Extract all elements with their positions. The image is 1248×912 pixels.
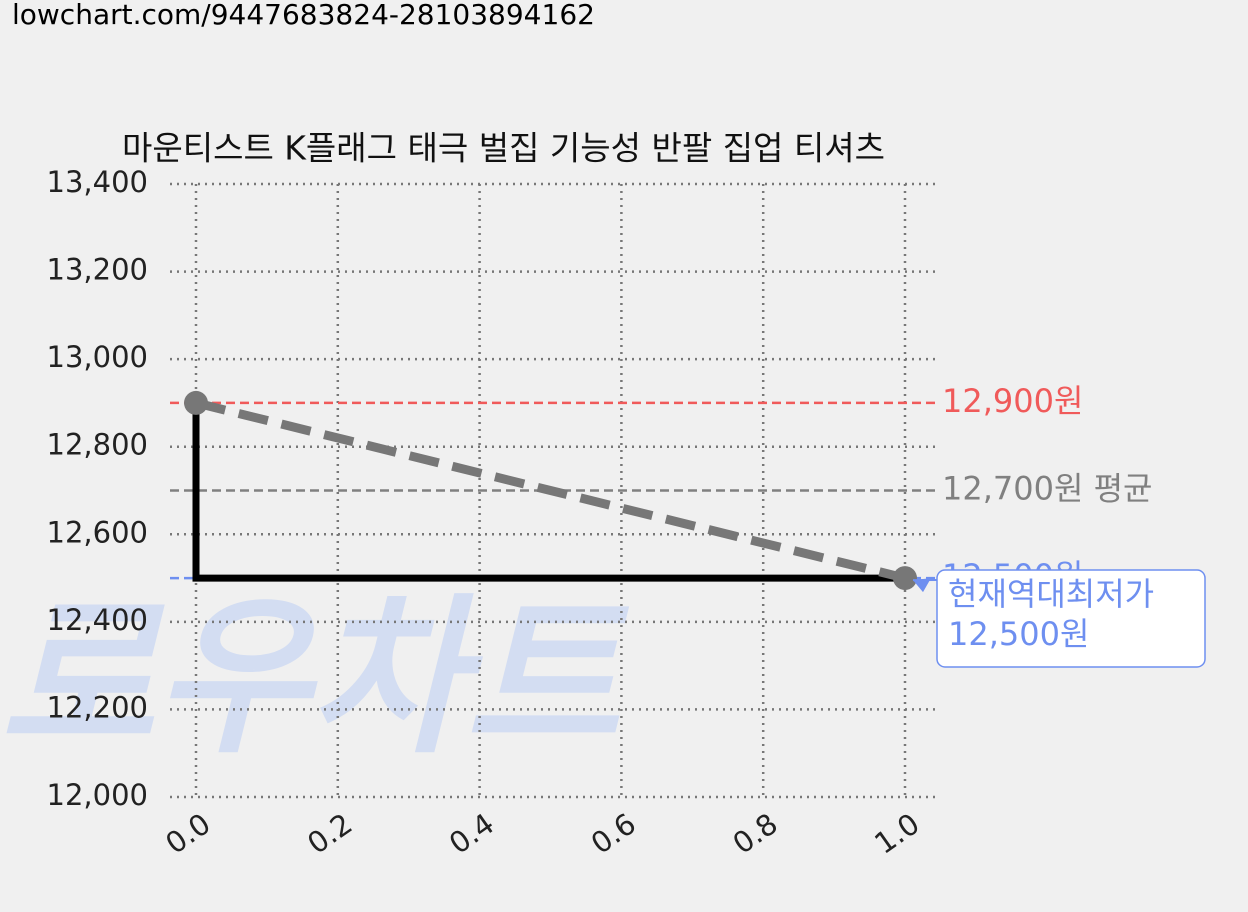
annotation-box [936, 569, 1206, 668]
y-tick-label: 12,200 [47, 690, 148, 724]
chart-title: 마운티스트 K플래그 태극 벌집 기능성 반팔 집업 티셔츠 [122, 129, 885, 168]
reference-label: 12,700원 평균 [942, 470, 1152, 508]
url: lowchart.com/9447683824-28103894162 [12, 0, 595, 31]
annotation-text: 12,500원 [948, 615, 1089, 653]
watermark: 로우차트 [0, 579, 630, 777]
x-tick-label: 0.4 [443, 806, 500, 860]
x-tick-label: 0.0 [159, 806, 216, 860]
series-line [192, 402, 905, 582]
y-tick-label: 13,200 [47, 253, 148, 287]
y-tick-label: 12,400 [47, 603, 148, 637]
series-line [194, 398, 907, 583]
x-tick-label: 0.6 [585, 806, 642, 860]
x-tick-label: 0.8 [727, 806, 784, 860]
x-tick-label: 1.0 [868, 806, 925, 860]
reference-label: 12,900원 [942, 382, 1083, 420]
y-tick-label: 13,000 [47, 340, 148, 374]
y-tick-label: 12,000 [47, 778, 148, 812]
point [184, 390, 208, 415]
annotation-text: 현재역대최저가 [948, 575, 1154, 613]
y-tick-label: 12,600 [47, 515, 148, 549]
y-tick-label: 12,800 [47, 428, 148, 462]
annotation-arrowhead [913, 578, 931, 593]
point [893, 566, 917, 591]
y-tick-label: 13,400 [47, 165, 148, 199]
x-tick-label: 0.2 [301, 806, 358, 860]
